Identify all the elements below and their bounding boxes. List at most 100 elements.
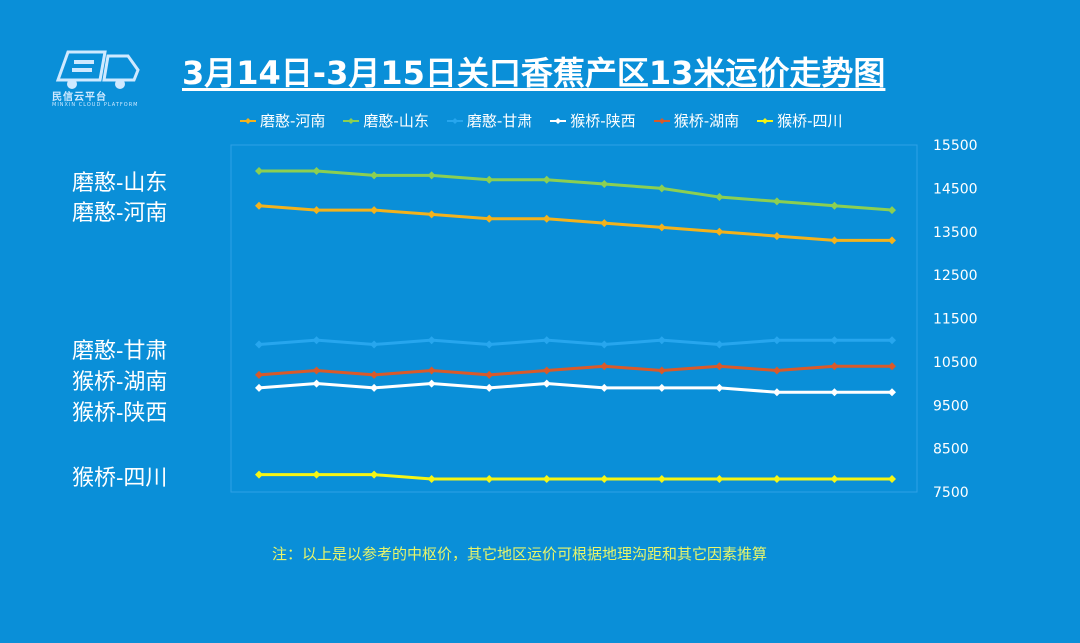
series-0 [255,201,896,245]
data-point [830,388,839,397]
data-point [772,474,781,483]
data-point [370,470,379,479]
y-tick-label: 15500 [933,138,978,154]
data-point [715,193,724,202]
data-point [657,366,666,375]
data-point [427,474,436,483]
data-point [657,383,666,392]
legend-item: 磨憨-河南 [240,110,325,131]
data-point [255,340,263,349]
data-point [542,366,551,375]
left-label-houqiao-hunan: 猴桥-湖南 [72,370,168,395]
chart-title: 3月14日-3月15日关口香蕉产区13米运价走势图 [182,54,886,92]
legend-label: 磨憨-河南 [260,112,326,130]
data-point [600,340,609,349]
y-tick-label: 8500 [933,442,969,458]
data-point [485,214,494,223]
data-point [600,180,609,189]
y-tick-label: 11500 [933,312,978,328]
data-point [542,175,551,184]
data-point [657,223,666,232]
data-point [715,383,724,392]
data-point [888,336,896,345]
left-label-houqiao-shaanxi: 猴桥-陕西 [72,401,168,426]
legend-item: 磨憨-甘肃 [446,110,532,131]
data-point [485,370,494,379]
legend-swatch-icon [343,117,360,124]
data-point [600,362,609,371]
data-point [542,214,551,223]
data-point [255,201,263,210]
data-point [255,370,263,379]
legend-label: 猴桥-湖南 [673,112,740,130]
data-point [715,227,724,236]
data-point [370,206,379,215]
series-line [258,338,892,347]
left-label-moha-henan: 磨憨-河南 [72,201,168,226]
legend-item: 猴桥-湖南 [653,110,740,131]
series-1 [255,167,896,215]
data-point [772,336,781,345]
legend-label: 猴桥-四川 [777,112,843,130]
data-point [830,474,839,483]
data-point [427,379,436,388]
y-tick-label: 13500 [933,225,978,241]
footnote: 注：以上是以参考的中枢价，其它地区运价可根据地理沟距和其它因素推算 [272,545,768,563]
data-point [772,388,781,397]
legend-swatch-icon [757,117,774,124]
data-point [888,474,896,483]
data-point [255,383,263,392]
legend-label: 磨憨-山东 [363,112,429,130]
legend-swatch-icon [446,117,463,124]
y-tick-label: 9500 [933,398,969,414]
data-point [657,336,666,345]
left-label-moha-gansu: 磨憨-甘肃 [72,339,168,364]
data-point [312,167,321,176]
data-point [255,167,263,176]
data-point [888,362,896,371]
data-point [772,197,781,206]
data-point [427,171,436,180]
legend-item: 磨憨-山东 [343,110,429,131]
data-point [830,362,839,371]
data-point [657,184,666,193]
legend-swatch-icon [240,117,256,124]
data-point [542,379,551,388]
data-point [888,236,896,245]
data-point [255,470,263,479]
data-point [427,336,436,345]
y-tick-label: 10500 [933,355,978,371]
data-point [715,474,724,483]
data-point [830,201,839,210]
y-tick-label: 14500 [933,181,978,197]
series-line [259,473,892,481]
data-point [485,474,494,483]
data-point [888,388,896,397]
chart-legend: 磨憨-河南 磨憨-山东 磨憨-甘肃 猴桥-陕西 猴桥-湖南 猴桥-四川 [240,110,843,131]
data-point [600,474,609,483]
data-point [485,175,494,184]
data-point [370,340,379,349]
series-3 [255,379,896,397]
logo-subtitle: MINXIN CLOUD PLATFORM [52,102,139,108]
data-point [772,366,781,375]
y-tick-label: 7500 [933,485,969,501]
data-point [542,474,551,483]
plot-area [230,144,918,493]
series-line [258,364,892,377]
data-point [370,383,379,392]
series-2 [255,336,896,349]
data-point [772,232,781,241]
data-point [715,362,724,371]
data-point [888,206,896,215]
data-point [542,336,551,345]
data-point [312,336,321,345]
data-point [485,340,494,349]
series-line [258,382,892,394]
logo-name: 民信云平台 [52,92,107,103]
legend-label: 猴桥-陕西 [570,112,636,130]
data-point [830,336,839,345]
data-point [600,219,609,228]
series-4 [255,362,896,379]
